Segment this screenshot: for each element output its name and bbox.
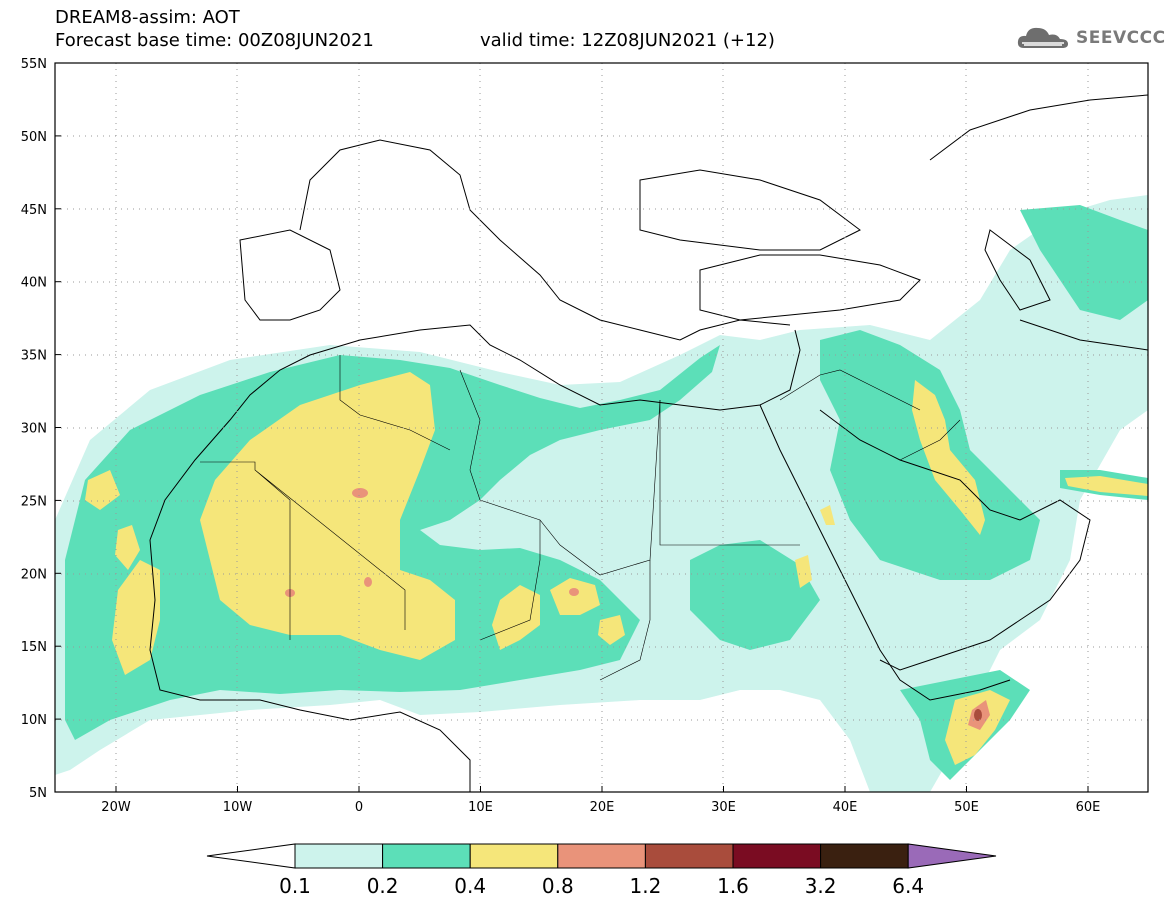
lat-axis: 55N 50N 45N 40N 35N 30N 25N 20N 15N 10N 5N bbox=[21, 57, 61, 801]
lon-label: 60E bbox=[1076, 800, 1101, 815]
colorbar-swatch bbox=[644, 843, 734, 869]
lon-label: 0 bbox=[355, 800, 363, 815]
lon-label: 40E bbox=[833, 800, 858, 815]
lat-label: 15N bbox=[21, 640, 47, 655]
colorbar-label: 3.2 bbox=[805, 874, 837, 898]
colorbar-label: 1.2 bbox=[629, 874, 661, 898]
seevccc-logo: SEEVCCC bbox=[1016, 24, 1165, 52]
lat-label: 20N bbox=[21, 567, 47, 582]
base-time-label: Forecast base time: 00Z08JUN2021 bbox=[55, 30, 374, 51]
colorbar-label: 0.4 bbox=[454, 874, 486, 898]
lon-label: 10E bbox=[468, 800, 493, 815]
lat-label: 50N bbox=[21, 130, 47, 145]
lat-label: 30N bbox=[21, 422, 47, 437]
colorbar-swatch bbox=[820, 843, 909, 869]
borders bbox=[200, 355, 961, 681]
lon-label: 20W bbox=[101, 800, 131, 815]
lat-label: 10N bbox=[21, 713, 47, 728]
lon-label: 10W bbox=[223, 800, 253, 815]
lat-label: 55N bbox=[21, 57, 47, 72]
grid bbox=[55, 63, 1148, 792]
lat-label: 25N bbox=[21, 494, 47, 509]
lat-label: 5N bbox=[29, 786, 47, 801]
colorbar-label: 0.1 bbox=[279, 874, 311, 898]
lon-label: 20E bbox=[590, 800, 615, 815]
colorbar-swatch bbox=[557, 843, 646, 869]
aot-fields bbox=[55, 63, 1148, 792]
lon-label: 30E bbox=[711, 800, 736, 815]
coastlines bbox=[149, 94, 1148, 792]
colorbar-swatch bbox=[732, 843, 822, 869]
colorbar-high-arrow bbox=[907, 843, 997, 869]
aot-level-1-2 bbox=[974, 709, 982, 721]
model-title: DREAM8-assim: AOT bbox=[55, 7, 240, 28]
colorbar: 0.1 0.2 0.4 0.8 1.2 1.6 3.2 6.4 bbox=[206, 843, 997, 898]
cloud-logo-icon bbox=[1017, 27, 1068, 48]
colorbar-label: 6.4 bbox=[892, 874, 924, 898]
lat-label: 45N bbox=[21, 203, 47, 218]
colorbar-label: 0.8 bbox=[542, 874, 574, 898]
lat-label: 40N bbox=[21, 276, 47, 291]
valid-time-label: valid time: 12Z08JUN2021 (+12) bbox=[480, 30, 775, 51]
aot-level-0-4 bbox=[85, 372, 1148, 765]
lon-label: 50E bbox=[954, 800, 979, 815]
colorbar-label: 1.6 bbox=[717, 874, 749, 898]
colorbar-swatch bbox=[382, 843, 471, 869]
colorbar-swatch bbox=[294, 843, 384, 869]
lon-axis: 20W 10W 0 10E 20E 30E 40E 50E 60E bbox=[101, 786, 1100, 815]
lat-label: 35N bbox=[21, 349, 47, 364]
colorbar-label: 0.2 bbox=[367, 874, 399, 898]
colorbar-low-arrow bbox=[206, 843, 296, 869]
logo-text: SEEVCCC bbox=[1076, 28, 1165, 48]
colorbar-swatch bbox=[469, 843, 559, 869]
